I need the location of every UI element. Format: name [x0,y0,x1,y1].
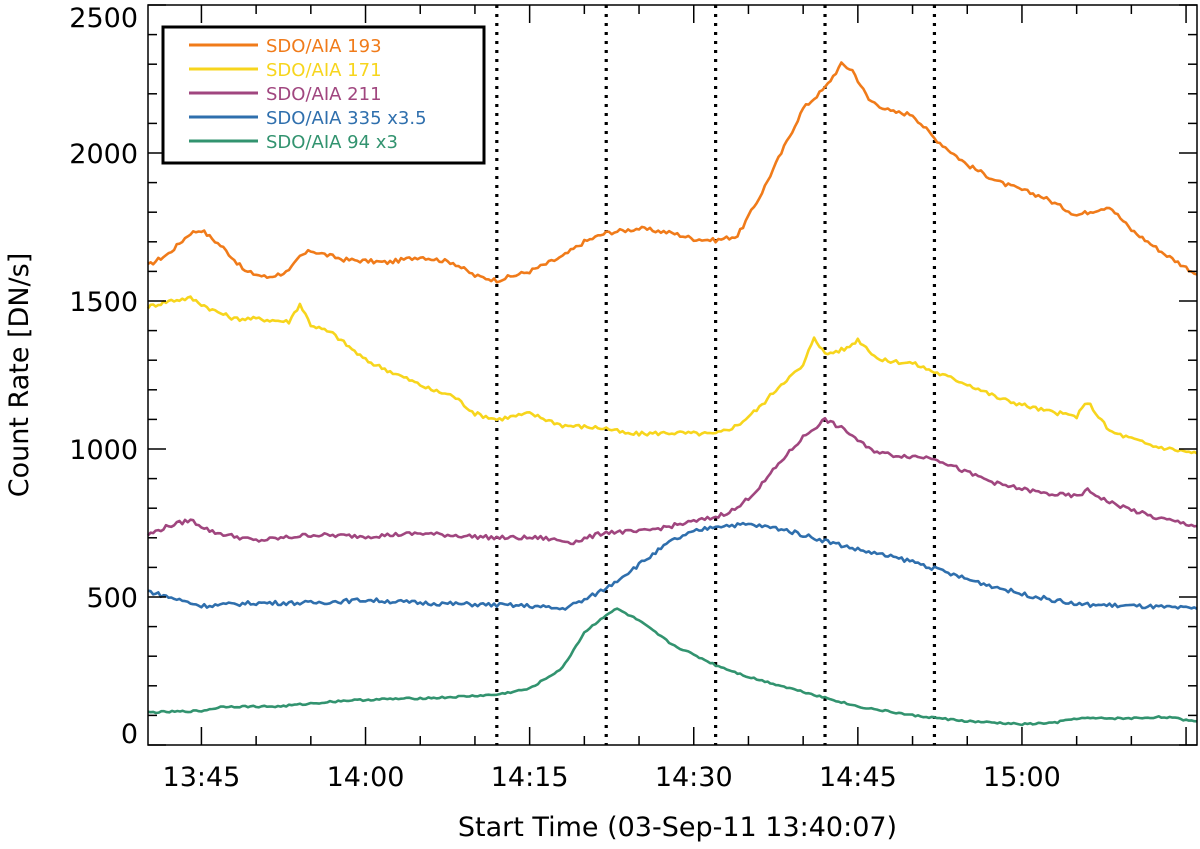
y-tick-label: 1000 [69,435,138,466]
x-tick-label: 14:45 [819,762,897,793]
y-axis: 0 500 1000 1500 2000 2500 [69,3,1197,750]
x-tick-label: 14:00 [327,762,405,793]
series-line-2 [146,295,1198,455]
x-tick-label: 13:45 [163,762,241,793]
x-tick-label: 14:30 [655,762,733,793]
x-axis-title: Start Time (03-Sep-11 13:40:07) [458,812,897,843]
y-axis-title: Count Rate [DN/s] [4,253,35,497]
x-axis: 13:45 14:00 14:15 14:30 14:45 15:00 [163,5,1187,793]
y-tick-label: 2500 [69,3,138,34]
series-line-4 [147,521,1198,611]
plot-frame [147,4,1198,746]
y-tick-label: 1500 [69,287,138,318]
series-lines [146,61,1198,727]
legend-label: SDO/AIA 335 x3.5 [266,108,427,129]
legend-label: SDO/AIA 171 [266,60,382,81]
x-tick-label: 14:15 [491,762,569,793]
legend-label: SDO/AIA 193 [266,36,382,57]
vertical-marker-lines [495,5,937,745]
y-tick-label: 2000 [69,139,138,170]
series-line-1 [147,61,1198,284]
legend-label: SDO/AIA 211 [266,84,382,105]
x-tick-label: 15:00 [983,762,1061,793]
series-line-5 [147,607,1198,727]
y-tick-label: 0 [121,719,138,750]
y-tick-label: 500 [86,583,138,614]
legend: SDO/AIA 193 SDO/AIA 171 SDO/AIA 211 SDO/AIA… [161,25,486,165]
legend-label: SDO/AIA 94 x3 [266,132,398,153]
series-line-3 [147,416,1198,546]
